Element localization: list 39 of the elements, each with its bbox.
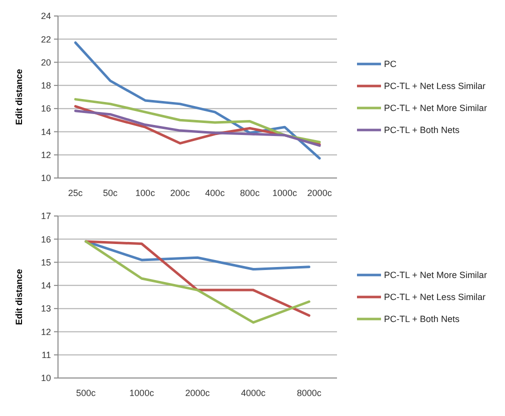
legend-label: PC — [384, 59, 398, 70]
legend-label: PC-TL + Net More Similar — [384, 270, 487, 280]
x-tick-label: 50c — [103, 188, 118, 198]
legend-label: PC-TL + Net Less Similar — [384, 292, 486, 302]
x-tick-label: 25c — [68, 188, 84, 198]
y-tick-label: 14 — [40, 126, 51, 137]
y-tick-label: 16 — [40, 104, 51, 114]
y-axis-title: Edit distance — [14, 68, 24, 126]
legend-label: PC-TL + Both Nets — [384, 314, 460, 324]
y-tick-label: 12 — [40, 326, 51, 337]
y-tick-label: 13 — [40, 304, 51, 314]
x-tick-label: 200c — [170, 188, 190, 198]
x-tick-label: 100c — [135, 188, 156, 198]
y-tick-label: 18 — [40, 80, 51, 91]
x-tick-label: 2000c — [307, 188, 332, 198]
x-tick-label: 800c — [240, 188, 260, 198]
y-tick-label: 10 — [40, 173, 51, 184]
x-tick-label: 1000c — [129, 388, 154, 398]
y-tick-label: 10 — [40, 373, 51, 384]
x-tick-label: 500c — [76, 388, 96, 398]
x-tick-label: 2000c — [185, 388, 210, 398]
x-tick-label: 8000c — [296, 388, 322, 398]
y-tick-label: 20 — [40, 57, 51, 68]
y-tick-label: 12 — [40, 150, 51, 160]
y-tick-label: 16 — [40, 234, 51, 244]
x-tick-label: 1000c — [272, 188, 298, 198]
y-tick-label: 22 — [40, 34, 51, 44]
legend-label: PC-TL + Both Nets — [384, 125, 460, 136]
y-tick-label: 11 — [42, 350, 51, 360]
y-tick-label: 15 — [40, 257, 51, 268]
line-series — [74, 98, 321, 144]
y-tick-label: 24 — [40, 11, 51, 22]
y-tick-label: 14 — [40, 280, 51, 291]
legend-label: PC-TL + Net Less Similar — [384, 81, 486, 92]
x-tick-label: 4000c — [241, 388, 266, 398]
y-axis-title: Edit distance — [14, 268, 24, 326]
y-tick-label: 17 — [40, 211, 51, 222]
x-tick-label: 400c — [205, 188, 226, 198]
legend-label: PC-TL + Net More Similar — [384, 103, 487, 114]
